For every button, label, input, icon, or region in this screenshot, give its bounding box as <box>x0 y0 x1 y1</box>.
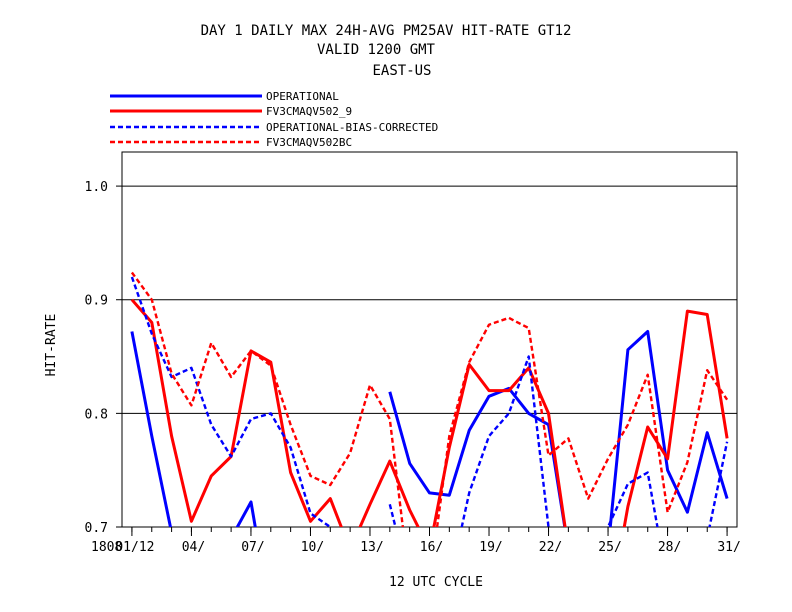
plot-frame <box>121 151 738 528</box>
x-axis: 01/12 04/07/10/13/16/19/22/25/28/31/ <box>115 527 741 555</box>
y-tick-label-1: 0.8 <box>85 407 108 422</box>
x-tick-label-4: 13/ <box>360 540 383 555</box>
x-prefix-label: 1808 <box>91 540 122 555</box>
chart-subtitle-region: EAST-US <box>372 63 431 79</box>
y-tick-label-3: 1.0 <box>85 180 108 195</box>
gridlines <box>122 185 737 414</box>
legend-label-3: FV3CMAQV502BC <box>266 136 352 149</box>
series-line-1 <box>130 298 729 527</box>
series-layer <box>130 271 729 527</box>
x-tick-label-3: 10/ <box>301 540 324 555</box>
legend-label-0: OPERATIONAL <box>266 90 339 103</box>
legend: OPERATIONAL FV3CMAQV502_9 OPERATIONAL-BIAS… <box>110 90 438 149</box>
x-tick-label-10: 31/ <box>717 540 740 555</box>
x-axis-label: 12 UTC CYCLE <box>389 575 483 590</box>
x-tick-label-8: 25/ <box>598 540 621 555</box>
y-axis-label: HIT-RATE <box>44 314 59 377</box>
y-axis: 0.7 0.8 0.9 1.0 <box>85 180 122 536</box>
x-tick-label-0: 01/12 <box>115 540 154 555</box>
series-line-2 <box>130 276 729 527</box>
chart-title: DAY 1 DAILY MAX 24H-AVG PM25AV HIT-RATE … <box>201 23 572 39</box>
x-tick-label-9: 28/ <box>658 540 681 555</box>
legend-label-1: FV3CMAQV502_9 <box>266 105 352 118</box>
x-tick-label-1: 04/ <box>182 540 205 555</box>
y-tick-label-0: 0.7 <box>85 521 108 536</box>
x-tick-label-7: 22/ <box>539 540 562 555</box>
x-tick-label-5: 16/ <box>420 540 443 555</box>
x-tick-label-2: 07/ <box>241 540 264 555</box>
y-tick-label-2: 0.9 <box>85 294 108 309</box>
x-tick-label-6: 19/ <box>479 540 502 555</box>
legend-label-2: OPERATIONAL-BIAS-CORRECTED <box>266 121 438 134</box>
series-line-3 <box>130 271 729 527</box>
chart-subtitle-valid: VALID 1200 GMT <box>317 42 436 58</box>
